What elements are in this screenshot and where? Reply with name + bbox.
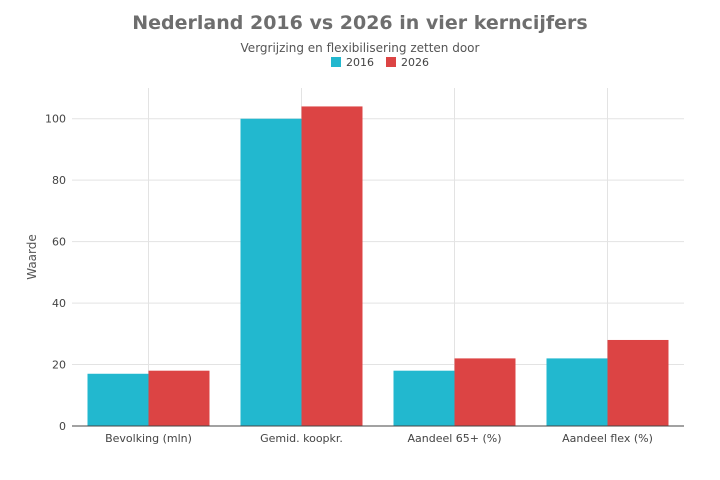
x-tick-label: Aandeel 65+ (%) (407, 432, 501, 445)
bar-2016 (546, 358, 608, 426)
bars (87, 106, 669, 427)
y-axis-title: Waarde (25, 234, 39, 280)
bar-2016 (87, 373, 149, 426)
x-tick-label: Aandeel flex (%) (562, 432, 653, 445)
bar-2026 (148, 370, 210, 426)
legend-label-2016: 2016 (346, 56, 374, 69)
y-tick-label: 40 (52, 297, 66, 310)
bar-2026 (454, 358, 516, 426)
x-tick-label: Bevolking (mln) (105, 432, 192, 445)
legend-label-2026: 2026 (401, 56, 429, 69)
chart-title: Nederland 2016 vs 2026 in vier kerncijfe… (132, 12, 587, 34)
bar-2016 (393, 370, 455, 426)
chart-subtitle: Vergrijzing en flexibilisering zetten do… (241, 41, 480, 55)
axes: 0 20 40 60 80 100 Bevolking (mln) Gemid. koopkr… (45, 113, 684, 445)
y-tick-label: 60 (52, 236, 66, 249)
y-tick-label: 80 (52, 174, 66, 187)
grid (72, 88, 684, 426)
y-tick-label: 0 (59, 420, 66, 433)
bar-2026 (301, 106, 363, 426)
legend: 2016 2026 (331, 56, 429, 69)
y-tick-label: 100 (45, 113, 66, 126)
bar-2016 (240, 118, 302, 427)
legend-swatch-2016 (331, 57, 341, 67)
y-tick-label: 20 (52, 359, 66, 372)
legend-swatch-2026 (386, 57, 396, 67)
bar-2026 (607, 339, 669, 426)
x-tick-label: Gemid. koopkr. (260, 432, 343, 445)
